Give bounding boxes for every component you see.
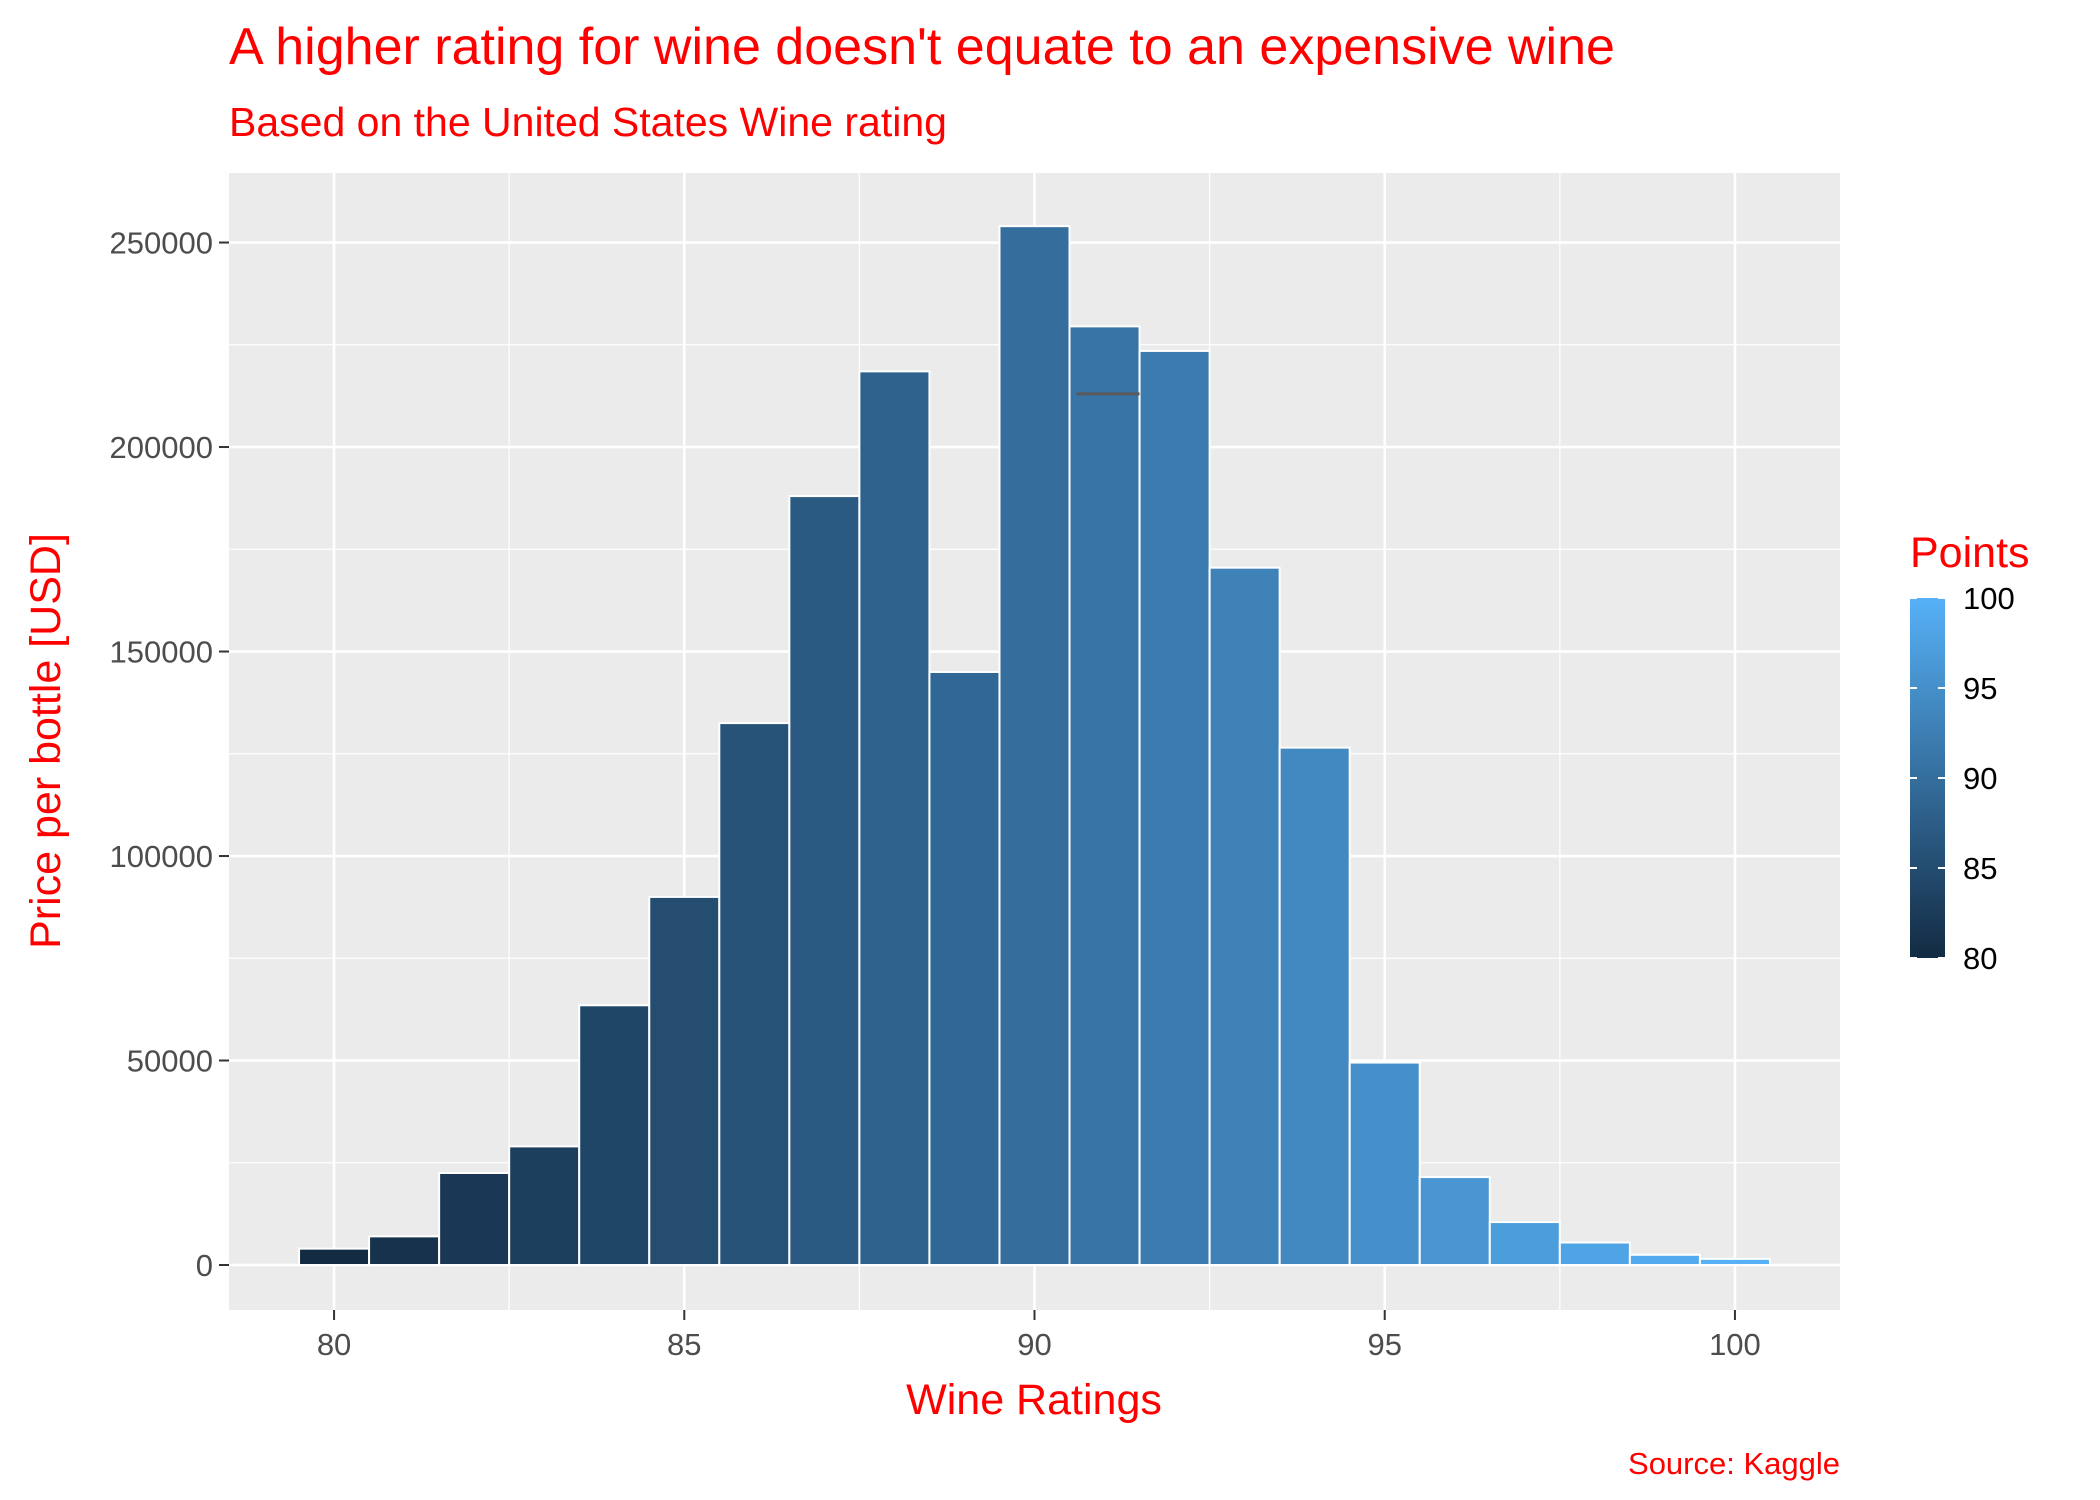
x-tick-label: 80 (317, 1327, 351, 1362)
bar (578, 1004, 651, 1267)
bar (928, 670, 1001, 1267)
legend-tick-label: 85 (1963, 851, 1997, 886)
x-axis-title: Wine Ratings (906, 1376, 1162, 1424)
legend-tick-label: 100 (1963, 581, 2015, 616)
bar (298, 1247, 371, 1267)
y-tick-label: 0 (196, 1248, 213, 1283)
y-tick-label: 250000 (110, 226, 213, 261)
bar (368, 1235, 441, 1267)
x-tick-label: 95 (1367, 1327, 1401, 1362)
bar (1698, 1257, 1771, 1267)
x-tick-label: 100 (1709, 1327, 1761, 1362)
x-tick-label: 90 (1017, 1327, 1051, 1362)
bar (1278, 746, 1351, 1267)
x-axis: 80 85 90 95 100 (317, 1310, 1761, 1362)
y-tick-label: 50000 (127, 1044, 213, 1079)
y-axis-title: Price per bottle [USD] (22, 533, 70, 949)
chart-subtitle: Based on the United States Wine rating (229, 99, 947, 145)
bar (788, 495, 861, 1267)
bar (998, 225, 1071, 1267)
bars (298, 225, 1771, 1267)
legend-tick-label: 80 (1963, 941, 1997, 976)
bar (1418, 1176, 1491, 1267)
plot-area (229, 173, 1840, 1310)
x-tick-label: 85 (667, 1327, 701, 1362)
y-tick-label: 200000 (110, 430, 213, 465)
bar (648, 895, 721, 1267)
legend-tick-label: 90 (1963, 761, 1997, 796)
bar (858, 370, 931, 1267)
bar (718, 722, 791, 1267)
legend-title: Points (1910, 529, 2030, 577)
bar (1138, 349, 1211, 1267)
bar (1488, 1221, 1561, 1267)
bar (508, 1145, 581, 1267)
bar (1208, 566, 1281, 1267)
chart-title: A higher rating for wine doesn't equate … (229, 18, 1615, 76)
y-tick-label: 150000 (110, 635, 213, 670)
bar (438, 1171, 511, 1267)
legend: Points 80 85 90 95 100 (1910, 529, 2030, 976)
y-axis: 0 50000 100000 150000 200000 250000 (110, 226, 229, 1283)
bar (1628, 1253, 1701, 1267)
legend-ticks: 80 85 90 95 100 (1910, 581, 2015, 976)
legend-tick-label: 95 (1963, 671, 1997, 706)
bar (1558, 1241, 1631, 1267)
bar (1068, 325, 1141, 1267)
bar (1348, 1061, 1421, 1267)
caption: Source: Kaggle (1628, 1446, 1840, 1481)
y-tick-label: 100000 (110, 839, 213, 874)
